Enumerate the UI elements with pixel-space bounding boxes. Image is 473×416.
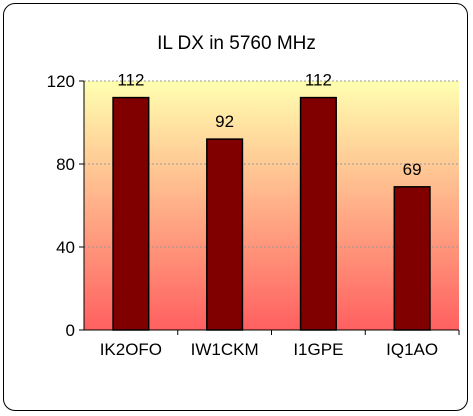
y-tick-label: 80 [56,155,75,174]
data-label: 112 [117,71,144,90]
data-label: 69 [403,160,422,179]
data-label: 112 [305,71,332,90]
bar-iw1ckm [206,138,244,331]
bar-i1gpe [299,96,337,331]
x-tick-labels: IK2OFO IW1CKM I1GPE IQ1AO [100,340,438,359]
y-tick-label: 120 [47,72,75,91]
x-tick-label: I1GPE [293,340,343,359]
bar-iq1ao [393,186,431,331]
bars [112,96,431,331]
x-tick-label: IQ1AO [386,340,438,359]
y-tick-labels: 0 40 80 120 [47,72,75,340]
x-tick-label: IW1CKM [191,340,259,359]
chart-title: IL DX in 5760 MHz [157,33,316,54]
data-label: 92 [215,112,234,131]
x-tick-label: IK2OFO [100,340,162,359]
bar-ik2ofo [112,96,150,331]
data-labels: 112 92 112 69 [117,71,421,179]
y-tick-label: 40 [56,238,75,257]
y-tick-label: 0 [66,321,75,340]
